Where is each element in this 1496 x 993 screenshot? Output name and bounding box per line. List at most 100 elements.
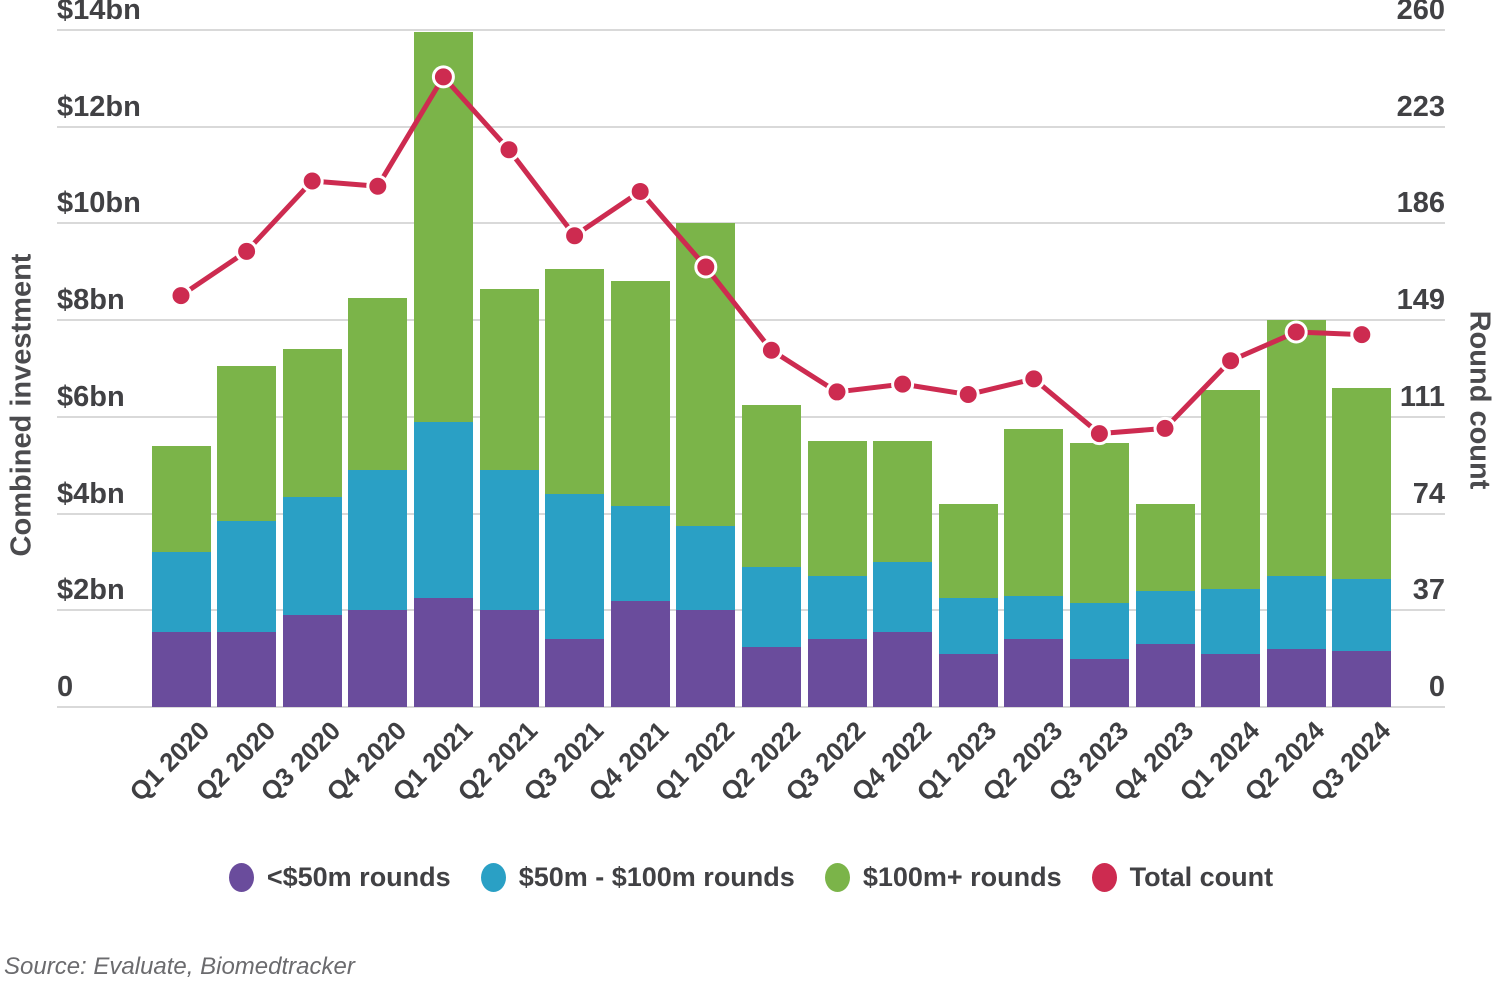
bar-segment <box>217 520 277 633</box>
bar-segment <box>807 576 867 640</box>
bar-segment <box>1004 595 1064 640</box>
bar-segment <box>282 349 342 497</box>
bar-segment <box>348 470 408 611</box>
line-marker <box>628 179 652 203</box>
y-axis-left-title: Combined investment <box>5 253 38 557</box>
bar-segment <box>151 445 211 553</box>
line-marker <box>759 338 783 362</box>
line-marker <box>1219 349 1243 373</box>
line-marker <box>825 380 849 404</box>
line-marker <box>563 224 587 248</box>
y-axis-right-title: Round count <box>1463 310 1496 490</box>
line-marker <box>300 169 324 193</box>
line-marker <box>1087 422 1111 446</box>
bar-segment <box>282 615 342 707</box>
bar-segment <box>151 552 211 633</box>
bar-segment <box>479 470 539 611</box>
gridline-h <box>57 29 1445 31</box>
bar-segment <box>1201 653 1261 707</box>
y-axis-left-tick: 0 <box>57 671 74 703</box>
legend-item: $100m+ rounds <box>824 861 1062 893</box>
bar-segment <box>282 496 342 616</box>
bar-segment <box>610 506 670 601</box>
y-axis-right-tick: 37 <box>1412 574 1445 607</box>
gridline-h <box>57 319 1445 322</box>
bar-segment <box>1135 644 1195 707</box>
y-axis-left-tick: $4bn <box>57 477 125 510</box>
bar-segment <box>1069 603 1129 659</box>
bar-segment <box>1201 390 1261 589</box>
y-axis-right-tick: 111 <box>1399 380 1445 413</box>
bar-segment <box>1332 651 1392 707</box>
bar-segment <box>1004 639 1064 707</box>
y-axis-left-tick: $14bn <box>57 0 141 26</box>
y-axis-right-tick: 260 <box>1396 0 1445 26</box>
legend-label: $50m - $100m rounds <box>518 861 795 892</box>
source-note: Source: Evaluate, Biomedtracker <box>4 953 355 980</box>
legend-item: <$50m rounds <box>228 861 451 893</box>
y-axis-left-tick: $2bn <box>57 574 125 607</box>
y-axis-right-tick: 186 <box>1396 187 1445 220</box>
bar-segment <box>1004 428 1064 596</box>
line-marker <box>431 65 455 89</box>
bar-segment <box>938 598 998 654</box>
line-marker <box>497 138 521 162</box>
bar-segment <box>479 288 539 471</box>
line-marker <box>169 284 193 308</box>
bar-segment <box>1135 590 1195 645</box>
bar-segment <box>348 298 408 471</box>
bar-segment <box>873 632 933 707</box>
line-marker <box>1153 416 1177 440</box>
bar-segment <box>413 421 473 599</box>
legend-label: $100m+ rounds <box>862 861 1062 892</box>
line-marker <box>956 383 980 407</box>
bar-segment <box>545 639 605 707</box>
bar-segment <box>1069 443 1129 604</box>
y-axis-left-tick: $10bn <box>57 187 141 220</box>
legend-dot-icon <box>228 862 254 892</box>
legend-item: Total count <box>1091 861 1274 893</box>
bar-segment <box>741 404 801 567</box>
chart-legend: <$50m rounds $50m - $100m rounds $100m+ ro… <box>57 856 1445 898</box>
gridline-h <box>57 706 1445 708</box>
bar-segment <box>1266 648 1326 707</box>
bar-segment <box>610 600 670 707</box>
bar-segment <box>348 610 408 707</box>
bar-segment <box>938 503 998 599</box>
bar-segment <box>741 566 801 647</box>
bar-segment <box>873 561 933 633</box>
y-axis-right-tick: 223 <box>1396 90 1445 123</box>
bar-segment <box>479 610 539 707</box>
bar-segment <box>413 598 473 707</box>
y-axis-right-tick: 74 <box>1412 477 1445 510</box>
y-axis-right-tick: 149 <box>1396 284 1445 317</box>
line-marker <box>366 174 390 198</box>
gridline-h <box>57 222 1445 225</box>
bar-segment <box>1332 387 1392 579</box>
line-marker <box>1284 320 1308 344</box>
bar-segment <box>1266 576 1326 649</box>
legend-label: Total count <box>1129 861 1274 892</box>
total-count-line <box>178 74 1365 437</box>
bar-segment <box>151 632 211 707</box>
bar-segment <box>545 269 605 495</box>
y-axis-right-tick: 0 <box>1428 671 1445 703</box>
legend-item: $50m - $100m rounds <box>480 861 795 893</box>
line-marker <box>694 255 718 279</box>
line-marker <box>891 372 915 396</box>
bar-segment <box>807 639 867 707</box>
bar-segment <box>1135 503 1195 591</box>
gridline-h <box>57 125 1445 128</box>
line-marker <box>235 239 259 263</box>
bar-segment <box>217 632 277 707</box>
bar-segment <box>1201 588 1261 654</box>
bar-segment <box>938 653 998 707</box>
bar-segment <box>741 646 801 707</box>
y-axis-left-tick: $12bn <box>57 90 141 123</box>
legend-label: <$50m rounds <box>266 861 451 892</box>
legend-dot-icon <box>1091 862 1117 892</box>
bar-segment <box>807 441 867 577</box>
bar-segment <box>873 441 933 562</box>
